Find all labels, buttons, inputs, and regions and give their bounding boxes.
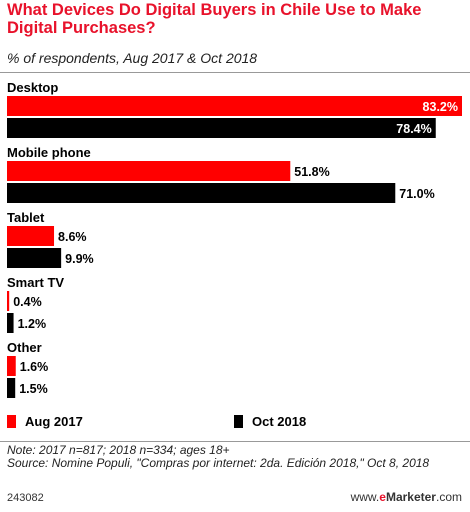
bar-series-1 [7,226,55,246]
data-label-series-2: 1.2% [18,317,47,331]
category-label: Desktop [7,80,58,95]
bottom-divider [0,441,470,442]
legend-swatch-series-2 [234,415,243,428]
legend-item-series-1: Aug 2017 [7,414,83,429]
data-label-series-2: 1.5% [19,382,48,396]
data-label-series-1: 0.4% [13,295,42,309]
legend-label-series-2: Oct 2018 [252,414,307,429]
bar-series-2 [7,118,436,138]
bar-series-1 [7,161,291,181]
top-divider [0,72,470,73]
category-label: Tablet [7,210,45,225]
data-label-series-1: 51.8% [294,165,329,179]
bar-series-1 [7,356,16,376]
chart-title: What Devices Do Digital Buyers in Chile … [7,1,422,37]
source-line: Source: Nomine Populi, "Compras por inte… [7,456,430,470]
legend-swatch-series-1 [7,415,16,428]
legend: Aug 2017 Oct 2018 [0,410,470,434]
legend-item-series-2: Oct 2018 [234,414,306,429]
category-label: Mobile phone [7,145,91,160]
data-label-series-2: 71.0% [399,187,434,201]
brand-logo: www.eMarketer.com [351,490,462,504]
chart-subtitle: % of respondents, Aug 2017 & Oct 2018 [7,50,258,66]
data-label-series-2: 78.4% [396,122,431,136]
bar-series-2 [7,313,14,333]
brand-suffix: .com [435,490,462,504]
bar-series-1 [7,96,462,116]
bar-chart: Desktop 83.2% 78.4% Mobile phone 51.8% 71.0% T… [7,80,462,398]
data-label-series-1: 83.2% [423,100,458,114]
data-label-series-2: 9.9% [65,252,94,266]
note-line: Note: 2017 n=817; 2018 n=334; ages 18+ [7,443,230,457]
bar-series-2 [7,378,16,398]
data-label-series-1: 8.6% [58,230,87,244]
category-label: Smart TV [7,275,64,290]
data-label-series-1: 1.6% [20,360,49,374]
bar-series-2 [7,183,396,203]
bar-series-2 [7,248,62,268]
notes: Note: 2017 n=817; 2018 n=334; ages 18+ S… [7,444,463,470]
brand-name: Marketer [385,490,436,504]
bar-series-1 [7,291,10,311]
legend-label-series-1: Aug 2017 [25,414,83,429]
chart-id: 243082 [7,492,44,504]
brand-prefix: www. [350,490,380,504]
category-label: Other [7,340,42,355]
brand-e: e [379,490,386,504]
